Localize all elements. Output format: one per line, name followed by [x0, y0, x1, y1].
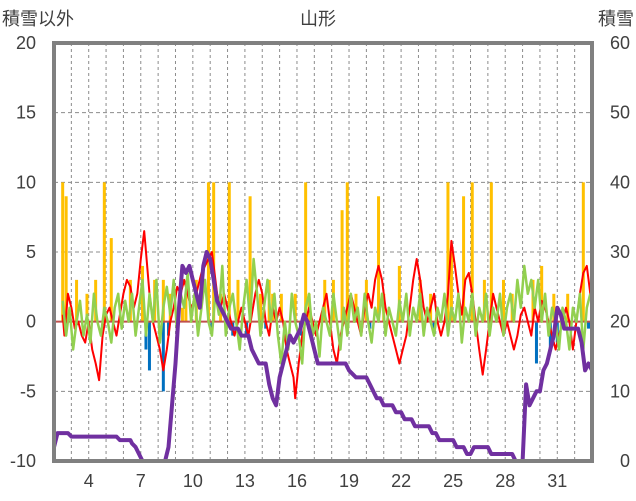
grid [54, 43, 592, 461]
x-tick-label: 28 [495, 471, 515, 491]
precip-bar [75, 279, 79, 322]
chart-title: 山形 [300, 9, 336, 30]
left-tick-label: 0 [26, 312, 36, 332]
x-tick-label: 16 [287, 471, 307, 491]
right-tick-label: 30 [610, 242, 630, 262]
snow-bar [548, 321, 552, 350]
precip-bar [64, 196, 68, 322]
snow-bar [534, 321, 538, 364]
left-tick-label: 10 [16, 172, 36, 192]
precip-bar [109, 238, 113, 322]
left-tick-label: 20 [16, 33, 36, 53]
left-axis-label: 積雪以外 [2, 9, 74, 30]
precip-bar [236, 279, 240, 322]
left-tick-label: -10 [10, 451, 36, 471]
left-tick-label: -5 [20, 381, 36, 401]
precip-bar [102, 182, 106, 322]
right-tick-label: 50 [610, 103, 630, 123]
right-tick-label: 20 [610, 312, 630, 332]
precip-bar [566, 293, 570, 322]
green-series-line [61, 257, 592, 365]
precip-bar [85, 293, 89, 322]
precip-bar [279, 293, 283, 322]
right-tick-label: 0 [620, 451, 630, 471]
x-tick-label: 22 [391, 471, 411, 491]
x-tick-label: 19 [339, 471, 359, 491]
snow-bar [161, 321, 165, 392]
precip-bar [304, 182, 308, 322]
x-tick-label: 25 [443, 471, 463, 491]
purple-series-line [52, 250, 594, 463]
precip-bar [345, 182, 349, 322]
series-lines [52, 230, 594, 463]
right-tick-label: 40 [610, 172, 630, 192]
precip-bar [377, 196, 381, 322]
precip-bar [489, 182, 493, 322]
snow-bar [147, 321, 151, 371]
precip-bar [581, 182, 585, 322]
precip-bar [248, 196, 252, 322]
right-axis-label: 積雪 [598, 9, 634, 30]
precip-bar [259, 293, 263, 322]
precip-bar [180, 307, 184, 322]
precip-bar [227, 182, 231, 322]
snow-bar [587, 321, 591, 329]
precip-bar [212, 182, 216, 322]
precip-bar [293, 293, 297, 322]
precip-bar [446, 182, 450, 322]
snow-bar [432, 321, 436, 329]
precip-bar [462, 196, 466, 322]
precip-bar [552, 293, 556, 322]
precip-bar [449, 252, 453, 322]
precip-bar [184, 293, 188, 322]
x-tick-label: 10 [183, 471, 203, 491]
plot-frame [52, 41, 594, 463]
precip-bar [470, 182, 474, 322]
precip-bar [340, 210, 344, 322]
left-tick-label: 5 [26, 242, 36, 262]
x-tick-label: 31 [547, 471, 567, 491]
precip-bar [540, 265, 544, 322]
precip-bar [397, 265, 401, 322]
right-tick-label: 60 [610, 33, 630, 53]
x-tick-label: 13 [235, 471, 255, 491]
right-tick-label: 10 [610, 381, 630, 401]
precip-bar [354, 293, 358, 322]
left-tick-label: 15 [16, 103, 36, 123]
precip-bar [61, 182, 65, 322]
x-tick-label: 4 [84, 471, 94, 491]
x-tick-label: 7 [136, 471, 146, 491]
precip-bar [501, 279, 505, 322]
